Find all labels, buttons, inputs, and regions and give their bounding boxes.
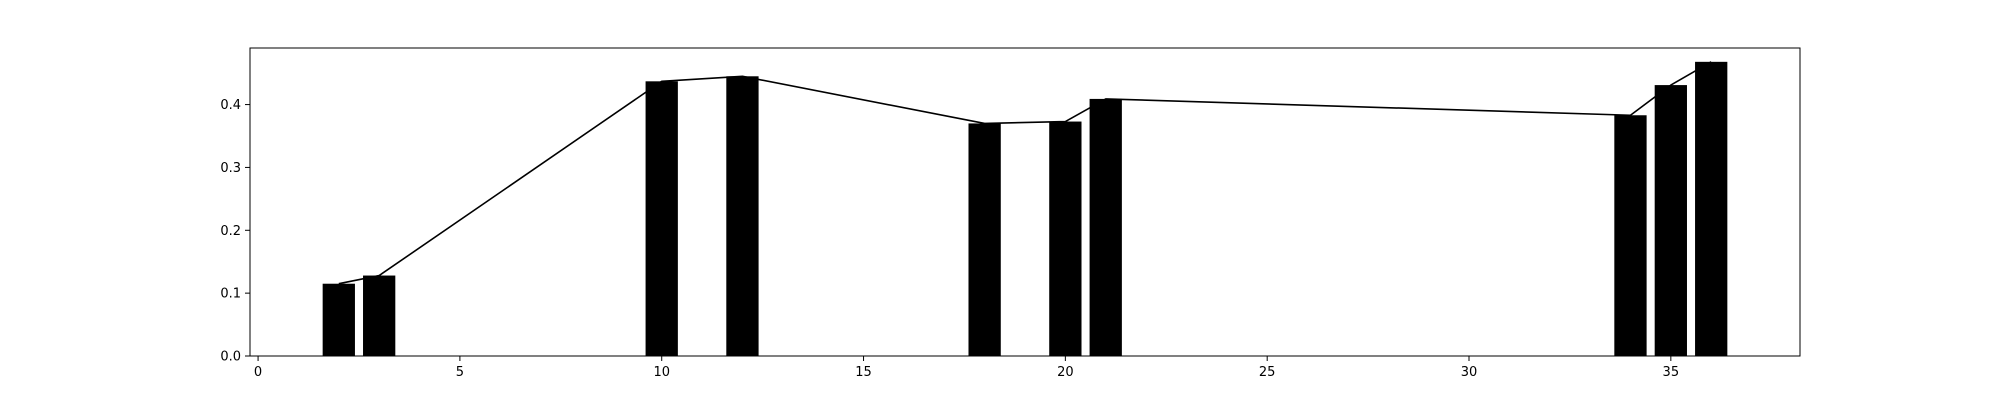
- x-tick-label: 10: [653, 365, 670, 380]
- x-axis: 0 5 10 15 20 25 30 35: [254, 356, 1679, 380]
- plot-frame: [249, 47, 1801, 357]
- y-tick-label: 0.1: [220, 287, 241, 302]
- y-tick-label: 0.2: [220, 224, 241, 239]
- x-tick-label: 5: [456, 365, 464, 380]
- line-layer: [338, 61, 1712, 285]
- line-series: [338, 61, 1712, 285]
- bar-35: [1654, 85, 1687, 356]
- bar-3: [363, 275, 396, 356]
- bar-20: [1049, 121, 1082, 357]
- x-tick-label: 0: [254, 365, 262, 380]
- y-tick-label: 0.4: [220, 98, 241, 113]
- y-axis: 0.0 0.1 0.2 0.3 0.4: [220, 98, 250, 365]
- x-tick-label: 15: [855, 365, 872, 380]
- bars-layer: [322, 61, 1728, 357]
- bar-12: [726, 76, 759, 357]
- x-tick-label: 35: [1663, 365, 1680, 380]
- bar-18: [968, 123, 1001, 356]
- bar-10: [645, 81, 678, 357]
- x-tick-label: 20: [1057, 365, 1074, 380]
- bar-36: [1695, 61, 1728, 356]
- x-tick-label: 30: [1461, 365, 1478, 380]
- y-tick-label: 0.0: [220, 350, 241, 365]
- bar-2: [322, 283, 355, 356]
- bar-21: [1089, 98, 1122, 357]
- x-tick-label: 25: [1259, 365, 1276, 380]
- bar-34: [1614, 115, 1647, 356]
- plot-area-background: [250, 48, 1800, 356]
- y-tick-label: 0.3: [220, 161, 241, 176]
